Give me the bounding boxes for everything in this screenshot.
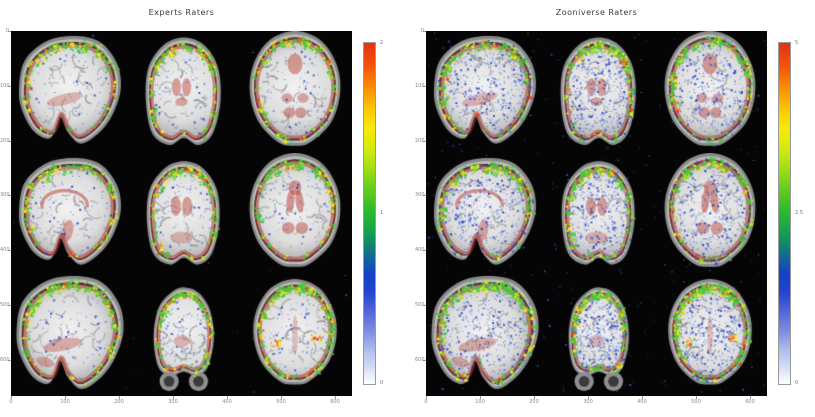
y-tick-mark [423,250,426,252]
y-tick-mark [8,195,11,197]
brain-slice-axial-ventricles [653,152,767,275]
x-tick-mark [335,396,336,399]
colorbar-tick-mid: 1 [380,210,384,216]
y-tick-mark [423,85,426,87]
brain-slice-axial-superior [653,274,767,396]
y-tick-label: 100 [415,82,425,89]
y-tick-mark [8,85,11,87]
colorbar-tick-mid: 2.5 [795,210,803,216]
x-tick-mark [119,396,120,399]
panel-title-experts: Experts Raters [148,8,215,17]
y-tick-label: 500 [415,302,425,309]
y-tick-label: 200 [0,137,10,144]
y-tick-mark [423,359,426,361]
x-tick-mark [534,396,535,399]
y-tick-label: 500 [0,302,10,309]
colorbar-experts: 2 1 0 [363,41,383,386]
x-tick-label: 600 [745,399,755,405]
brain-slice-coronal-mid [124,152,239,275]
x-tick-label: 300 [583,399,593,405]
x-tick-mark [750,396,751,399]
brain-slice-sagittal-lateral-low [11,274,125,396]
brain-montage-zooniverse [426,31,767,396]
x-tick-mark [173,396,174,399]
brain-slice-sagittal-midline [426,152,540,275]
y-tick-label: 200 [415,137,425,144]
brain-slice-axial-superior [238,274,352,396]
x-tick-label: 100 [475,399,485,405]
x-tick-mark [65,396,66,399]
x-tick-label: 400 [637,399,647,405]
x-tick-label: 500 [276,399,286,405]
x-tick-mark [426,396,427,399]
y-tick-label: 600 [0,356,10,363]
x-tick-label: 200 [529,399,539,405]
x-tick-label: 100 [60,399,70,405]
brain-slice-sagittal-lateral-low [426,274,540,396]
colorbar-gradient [779,43,790,384]
y-tick-mark [423,140,426,142]
x-tick-label: 200 [114,399,124,405]
y-tick-label: 100 [0,82,10,89]
panel-zooniverse: Zooniverse Raters 0 100 200 300 400 500 600 0 10… [415,0,815,417]
brain-slice-axial-ventricles [238,152,352,275]
brain-slice-sagittal-midline [11,152,125,275]
y-tick-label: 400 [0,247,10,254]
x-tick-mark [696,396,697,399]
brain-slice-coronal-mid [539,152,654,275]
y-tick-label: 0 [5,28,9,34]
x-tick-mark [281,396,282,399]
y-tick-mark [423,195,426,197]
brain-montage-experts [11,31,352,396]
x-tick-mark [480,396,481,399]
x-tick-label: 0 [424,399,428,405]
x-tick-label: 0 [9,399,13,405]
x-tick-label: 500 [691,399,701,405]
x-tick-label: 400 [222,399,232,405]
panel-title-zooniverse: Zooniverse Raters [555,8,638,17]
brain-slice-sagittal-lateral [11,31,125,153]
x-tick-label: 300 [168,399,178,405]
brain-slice-coronal-anterior [124,31,239,153]
brain-slice-sagittal-lateral [426,31,540,153]
x-tick-label: 600 [330,399,340,405]
colorbar-gradient [364,43,375,384]
panel-experts: Experts Raters 0 100 200 300 400 500 600 0 100 20… [0,8,383,405]
x-tick-mark [642,396,643,399]
colorbar-tick-min: 0 [795,380,799,386]
colorbar-zooniverse: 5 2.5 0 [778,41,803,386]
x-tick-mark [227,396,228,399]
y-tick-label: 600 [415,356,425,363]
y-tick-label: 0 [420,28,424,34]
y-tick-mark [8,31,11,32]
x-tick-mark [11,396,12,399]
y-tick-mark [8,359,11,361]
brain-slice-coronal-posterior [539,274,654,396]
colorbar-tick-max: 5 [795,40,799,46]
y-tick-label: 300 [0,192,10,199]
y-tick-mark [8,305,11,307]
y-tick-label: 300 [415,192,425,199]
colorbar-tick-max: 2 [380,40,384,46]
colorbar-tick-min: 0 [380,380,384,386]
brain-slice-axial-mid [238,31,352,153]
brain-slice-coronal-posterior [124,274,239,396]
brain-slice-axial-mid [653,31,767,153]
x-tick-mark [588,396,589,399]
y-tick-mark [423,31,426,32]
y-tick-mark [423,305,426,307]
brain-slice-coronal-anterior [539,31,654,153]
y-tick-label: 400 [415,247,425,254]
y-tick-mark [8,140,11,142]
y-tick-mark [8,250,11,252]
